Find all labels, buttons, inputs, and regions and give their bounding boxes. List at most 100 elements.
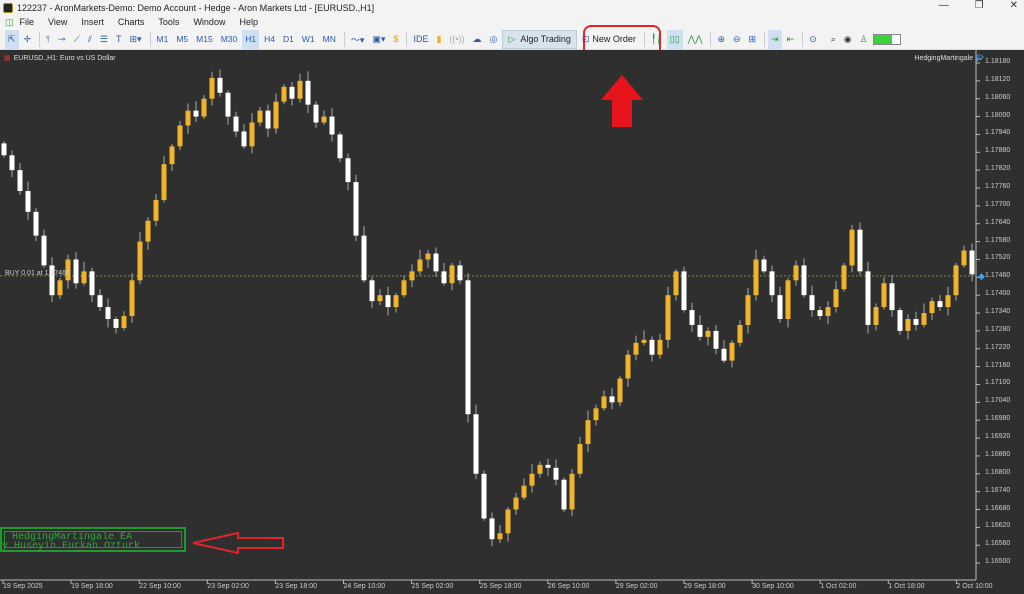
- bearish-candle: [761, 259, 767, 272]
- bearish-candle: [913, 318, 919, 325]
- expert-advisor-label[interactable]: HedgingMartingale 🎓︎: [914, 54, 984, 62]
- indicators-icon[interactable]: 〜▾: [350, 34, 365, 45]
- cursor-icon[interactable]: ⇱: [5, 29, 19, 49]
- menu-help[interactable]: Help: [239, 17, 258, 27]
- signals-icon[interactable]: $: [393, 34, 399, 44]
- menu-window[interactable]: Window: [193, 17, 226, 27]
- bar-chart-icon[interactable]: ╿╽: [650, 33, 662, 44]
- horizontal-line-icon[interactable]: ⊸: [58, 33, 66, 44]
- price-label: 1.17700: [985, 200, 1011, 208]
- bearish-candle: [713, 330, 719, 349]
- bearish-candle: [193, 110, 199, 117]
- tf-m1[interactable]: M1: [156, 34, 169, 44]
- close-button[interactable]: ✕: [1009, 0, 1018, 11]
- price-label: 1.16800: [985, 468, 1011, 476]
- ea-name-text: HedgingMartingale: [914, 55, 974, 62]
- bearish-candle: [217, 77, 223, 93]
- time-label: 24 Sep 10:00: [343, 583, 386, 590]
- bullish-candle: [281, 86, 287, 102]
- tf-m15[interactable]: M15: [196, 34, 213, 44]
- bearish-candle: [49, 265, 55, 296]
- bullish-candle: [57, 280, 63, 296]
- bearish-candle: [345, 158, 351, 183]
- price-label: 1.16680: [985, 504, 1011, 512]
- ea-hat-icon: 🎓︎: [975, 55, 984, 62]
- tf-d1[interactable]: D1: [283, 34, 294, 44]
- menu-view[interactable]: View: [48, 17, 68, 27]
- time-label: 29 Sep 02:00: [615, 583, 658, 590]
- bearish-candle: [265, 110, 271, 129]
- tf-h1[interactable]: H1: [242, 29, 260, 49]
- candlestick-icon[interactable]: ▯▯: [666, 29, 683, 49]
- maximize-button[interactable]: ❐: [974, 0, 984, 11]
- bullish-candle: [497, 533, 503, 540]
- bearish-candle: [353, 182, 359, 236]
- algo-trading-label: Algo Trading: [520, 34, 571, 44]
- price-label: 1.16560: [985, 540, 1011, 548]
- menu-file[interactable]: File: [19, 17, 35, 27]
- new-order-button[interactable]: ⊡ New Order: [579, 30, 639, 49]
- bullish-candle: [521, 485, 527, 498]
- fibonacci-icon[interactable]: ☰: [99, 33, 108, 44]
- search-icon[interactable]: ⌕: [830, 33, 836, 44]
- text-icon[interactable]: T: [115, 34, 122, 44]
- buy-position-label: BUY 0.01 at 1.17465: [5, 270, 70, 277]
- bullish-candle: [641, 339, 647, 343]
- bullish-candle: [65, 259, 71, 281]
- chart-area[interactable]: [0, 50, 1024, 594]
- shapes-icon[interactable]: ⊞▾: [129, 33, 142, 44]
- tf-m30[interactable]: M30: [220, 34, 238, 44]
- screenshot-icon[interactable]: ⊙: [809, 33, 817, 44]
- vertical-line-icon[interactable]: ⫯: [46, 33, 51, 44]
- market-icon[interactable]: ▮: [436, 33, 442, 44]
- bullish-candle: [257, 110, 263, 123]
- menu-tools[interactable]: Tools: [158, 17, 180, 27]
- tf-h4[interactable]: H4: [264, 34, 275, 44]
- crosshair-icon[interactable]: ✛: [23, 33, 32, 44]
- equidistant-channel-icon[interactable]: ⫽: [87, 33, 92, 44]
- tile-windows-icon[interactable]: ⊞: [748, 33, 757, 44]
- tf-mn[interactable]: MN: [322, 34, 336, 44]
- vps-icon[interactable]: ((•)): [449, 34, 465, 44]
- autoscroll-icon[interactable]: ⇥: [768, 29, 782, 49]
- ide-button[interactable]: IDE: [413, 34, 429, 44]
- bullish-candle: [657, 339, 663, 355]
- ea-info-box: HedgingMartingale EA by Huseyin Furkan Oz…: [0, 527, 186, 552]
- price-label: 1.18120: [985, 75, 1011, 83]
- price-label: 1.16500: [985, 558, 1011, 566]
- bullish-candle: [145, 220, 151, 242]
- minimize-button[interactable]: —: [938, 0, 949, 11]
- account-icon[interactable]: ◉: [843, 33, 852, 44]
- cloud-icon[interactable]: ☁: [472, 33, 482, 44]
- time-label: 2 Oct 10:00: [956, 583, 993, 590]
- zoom-out-icon[interactable]: ⊖: [733, 33, 741, 44]
- chart-shift-icon[interactable]: ⇤: [786, 33, 795, 44]
- price-label: 1.16620: [985, 522, 1011, 530]
- bullish-candle: [393, 295, 399, 308]
- bullish-candle: [569, 473, 575, 510]
- community-icon[interactable]: ◎: [489, 33, 498, 44]
- trendline-icon[interactable]: ⟋: [73, 33, 80, 44]
- bearish-candle: [457, 265, 463, 281]
- menu-charts[interactable]: Charts: [117, 17, 145, 27]
- bearish-candle: [25, 190, 31, 212]
- time-label: 22 Sep 10:00: [139, 583, 181, 590]
- bullish-candle: [873, 307, 879, 325]
- time-label: 19 Sep 2025: [3, 583, 43, 590]
- bearish-candle: [473, 414, 479, 474]
- zoom-in-icon[interactable]: ⊕: [717, 33, 725, 44]
- line-chart-icon[interactable]: ⋀⋀: [687, 33, 703, 44]
- bearish-candle: [857, 229, 863, 272]
- bullish-candle: [417, 259, 423, 272]
- connection-icon[interactable]: ♙: [859, 33, 868, 44]
- templates-icon[interactable]: ▣▾: [372, 33, 386, 44]
- window-title: 122237 - AronMarkets-Demo: Demo Account …: [17, 2, 375, 13]
- bearish-candle: [817, 310, 823, 317]
- algo-trading-button[interactable]: ▷ Algo Trading: [502, 29, 577, 49]
- bearish-candle: [969, 250, 975, 275]
- price-label: 1.17880: [985, 147, 1011, 155]
- tf-w1[interactable]: W1: [301, 34, 315, 44]
- tf-m5[interactable]: M5: [176, 34, 189, 44]
- menu-insert[interactable]: Insert: [81, 17, 104, 27]
